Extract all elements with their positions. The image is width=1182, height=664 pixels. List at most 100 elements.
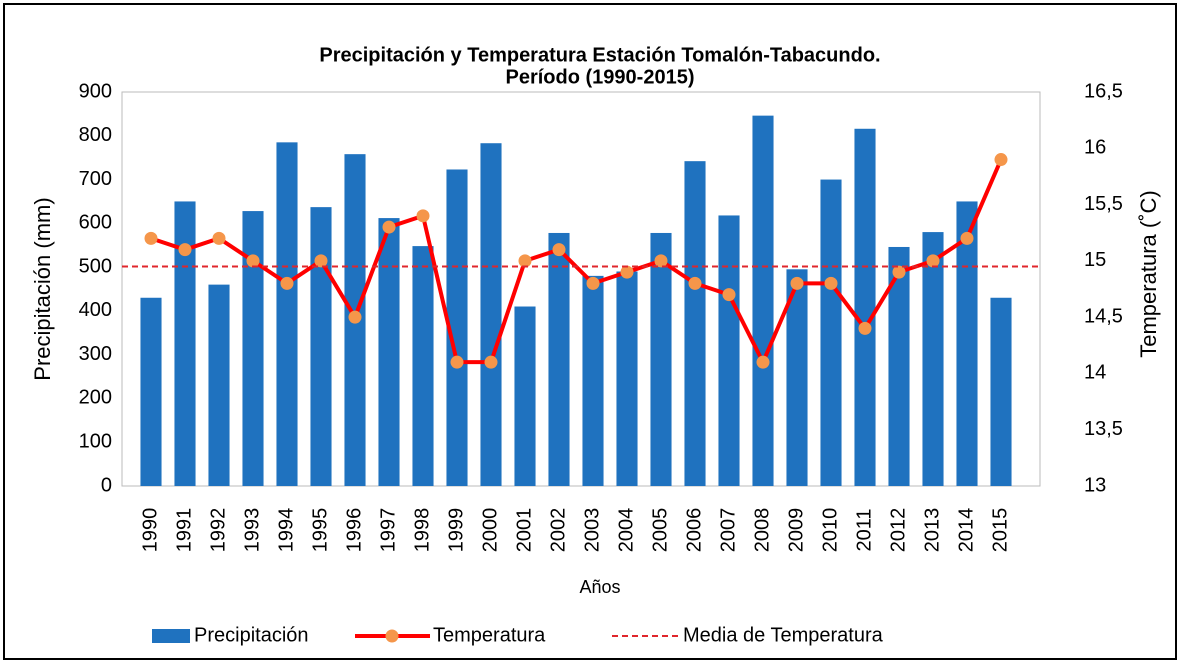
bar (548, 232, 570, 486)
temperature-marker (790, 276, 804, 290)
temperature-marker (382, 220, 396, 234)
bar (242, 211, 264, 486)
x-tick-label: 2000 (479, 508, 501, 553)
temperature-marker (416, 209, 430, 223)
bar (684, 161, 706, 486)
x-tick-label: 1997 (377, 508, 399, 553)
bar (854, 128, 876, 487)
y2-tick-label: 14,5 (1084, 305, 1123, 327)
legend-swatch (152, 629, 190, 643)
temperature-marker (212, 231, 226, 245)
temperature-marker (280, 276, 294, 290)
y-tick-label: 600 (79, 212, 112, 234)
bar (650, 232, 672, 486)
bar (276, 142, 298, 486)
temperature-marker (858, 321, 872, 335)
x-tick-label: 1993 (241, 508, 263, 553)
x-tick-label: 2009 (785, 508, 807, 553)
temperature-marker (994, 153, 1008, 167)
y2-tick-label: 13 (1084, 474, 1106, 496)
y-tick-label: 200 (79, 387, 112, 409)
bar (718, 215, 740, 486)
x-tick-label: 1990 (139, 508, 161, 553)
x-tick-label: 2011 (853, 508, 875, 551)
x-tick-label: 2001 (513, 508, 535, 553)
x-tick-label: 2006 (683, 508, 705, 553)
y-tick-label: 300 (79, 343, 112, 365)
y2-tick-label: 15,5 (1084, 193, 1123, 215)
x-axis-label: Años (579, 577, 620, 597)
y-tick-label: 400 (79, 299, 112, 321)
y-tick-label: 0 (101, 474, 112, 496)
bar (990, 297, 1012, 486)
x-tick-label: 1992 (207, 508, 229, 553)
temperature-marker (756, 355, 770, 369)
x-tick-label: 2008 (751, 508, 773, 553)
temperature-marker (586, 276, 600, 290)
bar (378, 218, 400, 486)
x-tick-label: 2007 (717, 508, 739, 553)
bar (820, 179, 842, 487)
temperature-marker (688, 276, 702, 290)
temperature-marker (722, 288, 736, 302)
plot-area (121, 91, 1041, 487)
y-tick-label: 900 (79, 80, 112, 102)
bar (786, 269, 808, 486)
temperature-marker (314, 254, 328, 268)
x-tick-label: 2015 (989, 508, 1011, 553)
bar (412, 246, 434, 486)
y2-tick-label: 15 (1084, 249, 1106, 271)
x-tick-label: 2014 (955, 508, 977, 553)
temperature-marker (620, 265, 634, 279)
temperature-marker (892, 265, 906, 279)
x-tick-label: 2010 (819, 508, 841, 553)
bar (616, 271, 638, 486)
bar (446, 169, 468, 486)
legend-label: Precipitación (194, 624, 309, 646)
bar (514, 306, 536, 486)
temperature-marker (246, 254, 260, 268)
x-tick-label: 1996 (343, 508, 365, 553)
y-axis-label: Precipitación (mm) (30, 197, 55, 380)
bar (310, 207, 332, 486)
x-tick-label: 2005 (649, 508, 671, 553)
bar (582, 275, 604, 486)
temperature-marker (144, 231, 158, 245)
temperature-marker (518, 254, 532, 268)
bar (174, 201, 196, 486)
bar (922, 232, 944, 486)
y2-tick-label: 13,5 (1084, 418, 1123, 440)
x-tick-label: 1991 (173, 508, 195, 553)
x-tick-label: 2012 (887, 508, 909, 553)
y2-tick-label: 14 (1084, 362, 1106, 384)
temperature-marker (926, 254, 940, 268)
temperature-marker (654, 254, 668, 268)
temperature-marker (450, 355, 464, 369)
bar (888, 246, 910, 486)
temperature-marker (178, 243, 192, 257)
temperature-marker (348, 310, 362, 324)
y2-axis-label: Temperatura (˚C) (1136, 190, 1161, 357)
bar (956, 201, 978, 486)
legend-label: Media de Temperatura (683, 624, 884, 646)
x-tick-label: 1998 (411, 508, 433, 553)
y-tick-label: 800 (79, 124, 112, 146)
chart-subtitle: Período (1990-2015) (506, 66, 695, 88)
y-tick-label: 100 (79, 431, 112, 453)
temperature-marker (484, 355, 498, 369)
x-tick-label: 2002 (547, 508, 569, 553)
x-tick-label: 1994 (275, 508, 297, 553)
temperature-marker (960, 231, 974, 245)
x-tick-label: 2004 (615, 508, 637, 553)
bar (752, 115, 774, 486)
y2-tick-label: 16,5 (1084, 80, 1123, 102)
x-tick-label: 2003 (581, 508, 603, 553)
bar (208, 284, 230, 486)
chart-title: Precipitación y Temperatura Estación Tom… (319, 44, 880, 66)
bar (140, 297, 162, 486)
temperature-marker (824, 276, 838, 290)
x-tick-label: 2013 (921, 508, 943, 553)
y-tick-label: 500 (79, 255, 112, 277)
x-tick-label: 1999 (445, 508, 467, 553)
